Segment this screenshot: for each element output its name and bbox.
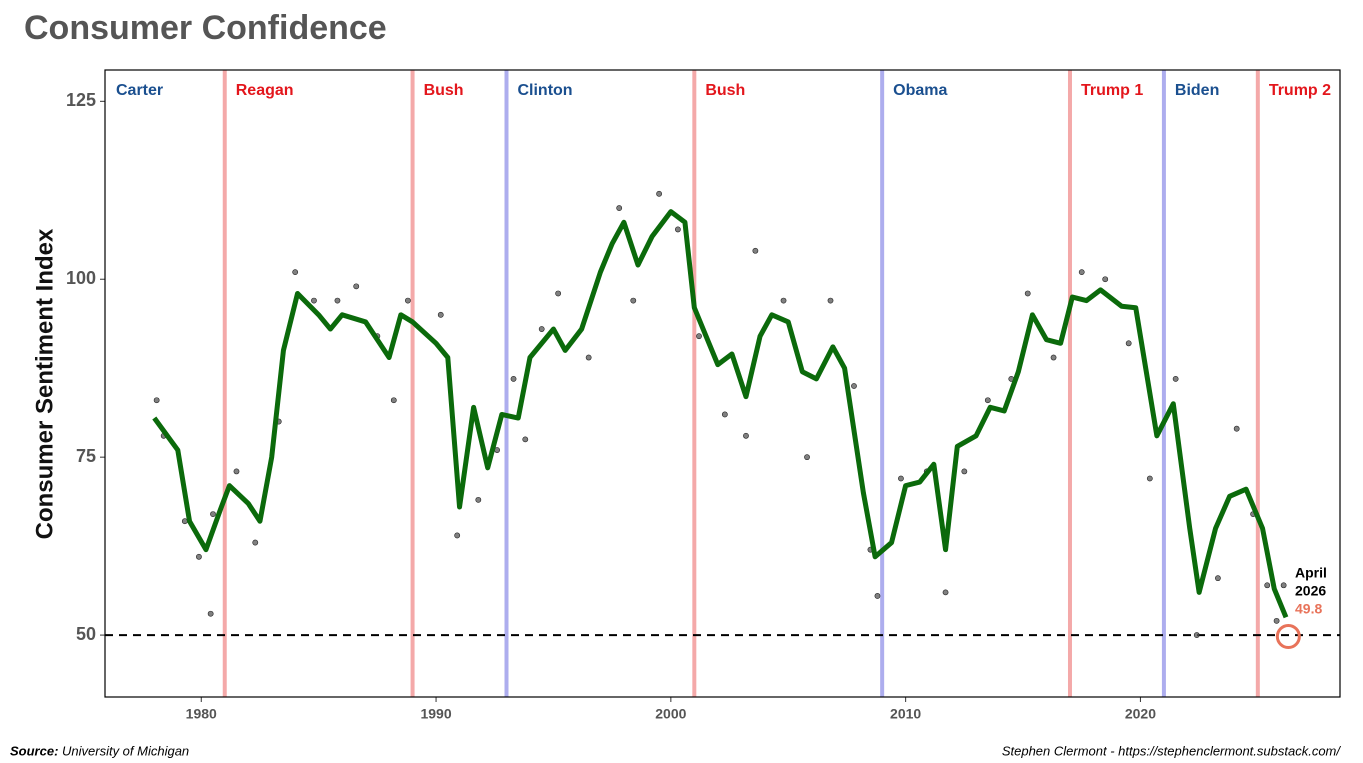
y-tick-label: 50 — [76, 624, 96, 644]
data-point — [961, 468, 968, 475]
data-point — [207, 610, 214, 617]
data-point — [898, 475, 904, 482]
data-point — [538, 326, 545, 332]
data-point — [404, 297, 411, 304]
source-label: Source: — [10, 743, 58, 758]
x-tick-label: 1980 — [186, 706, 217, 722]
data-point — [1102, 276, 1109, 283]
data-point — [721, 411, 728, 418]
term-label: Reagan — [236, 82, 294, 99]
source: University of Michigan — [62, 743, 189, 758]
data-point — [390, 397, 397, 404]
y-tick-label: 125 — [66, 90, 96, 110]
data-point — [1146, 475, 1153, 482]
data-point — [585, 354, 592, 361]
term-label: Clinton — [517, 82, 572, 99]
data-point — [743, 432, 749, 439]
data-point — [1125, 340, 1132, 347]
plot-frame — [104, 69, 1341, 698]
data-point — [475, 496, 482, 503]
data-point — [252, 539, 259, 546]
y-axis-label: Consumer Sentiment Index — [31, 228, 58, 539]
data-point — [153, 397, 160, 404]
data-point — [1215, 575, 1221, 582]
data-point — [942, 589, 949, 596]
latest-month: April — [1295, 565, 1327, 581]
data-point — [984, 397, 991, 404]
x-tick-label: 2000 — [655, 706, 686, 722]
y-tick-label: 100 — [66, 268, 96, 288]
data-point — [292, 269, 299, 276]
data-point — [1233, 425, 1240, 432]
x-tick-label: 2020 — [1125, 706, 1156, 722]
data-point — [696, 333, 702, 340]
data-point — [510, 375, 517, 382]
data-point — [656, 190, 663, 197]
term-label: Bush — [424, 82, 464, 99]
data-point — [210, 511, 216, 517]
latest-year: 2026 — [1295, 583, 1326, 599]
term-label: Trump 1 — [1081, 82, 1143, 99]
data-point — [437, 311, 444, 318]
term-label: Carter — [116, 82, 163, 99]
data-point — [233, 468, 240, 475]
data-point — [674, 226, 681, 233]
term-label: Trump 2 — [1269, 82, 1331, 99]
latest-marker — [1275, 624, 1301, 650]
data-point — [454, 532, 461, 539]
data-point — [1264, 582, 1271, 589]
chart-title: Consumer Confidence — [24, 9, 387, 47]
data-point — [334, 297, 341, 304]
data-point — [780, 297, 787, 304]
data-point — [1280, 582, 1287, 589]
term-label: Obama — [893, 82, 947, 99]
x-tick-label: 2010 — [890, 706, 921, 722]
y-tick-label: 75 — [76, 446, 96, 466]
data-point — [804, 454, 810, 461]
data-point — [874, 593, 881, 599]
data-point — [827, 297, 834, 304]
credit: Stephen Clermont - https://stephenclermo… — [1002, 743, 1342, 758]
x-tick-label: 1990 — [420, 706, 451, 722]
data-point — [1024, 290, 1031, 297]
data-point — [196, 553, 202, 560]
data-point — [353, 283, 360, 290]
trend-line — [152, 209, 1289, 619]
data-point — [311, 297, 317, 304]
data-point — [1078, 269, 1085, 276]
data-point — [555, 290, 562, 297]
data-point — [522, 436, 529, 443]
data-point — [1172, 375, 1179, 382]
data-point — [630, 297, 637, 304]
data-point — [752, 247, 759, 254]
data-point — [1273, 617, 1280, 624]
data-point — [1050, 354, 1057, 361]
data-point — [181, 518, 188, 525]
term-label: Bush — [705, 82, 745, 99]
term-label: Biden — [1175, 82, 1219, 99]
data-point — [616, 205, 623, 211]
data-point — [851, 383, 857, 389]
latest-value: 49.8 — [1295, 601, 1322, 617]
data-point — [1193, 632, 1200, 638]
